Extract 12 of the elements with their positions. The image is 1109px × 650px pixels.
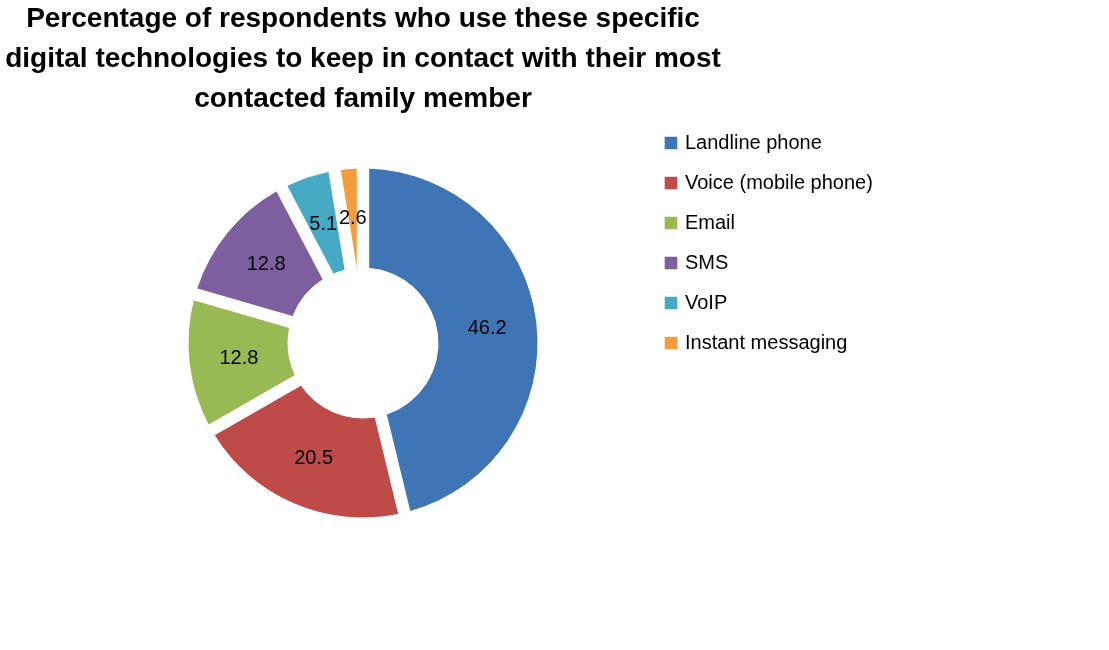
- legend-label: SMS: [685, 251, 729, 273]
- data-label: 20.5: [294, 445, 334, 468]
- legend-label: Email: [685, 211, 736, 233]
- data-label: 12.8: [246, 251, 286, 274]
- legend-label: Instant messaging: [685, 331, 848, 353]
- legend-label: VoIP: [685, 291, 728, 313]
- legend-label: Voice (mobile phone): [685, 171, 873, 193]
- legend-label: Landline phone: [685, 131, 822, 153]
- data-label: 5.1: [309, 212, 338, 235]
- data-label: 46.2: [467, 316, 507, 339]
- chart-title: Percentage of respondents who use these specific digital technologies to keep in contact with their most contacted family member: [5, 2, 721, 113]
- data-label: 12.8: [219, 345, 259, 368]
